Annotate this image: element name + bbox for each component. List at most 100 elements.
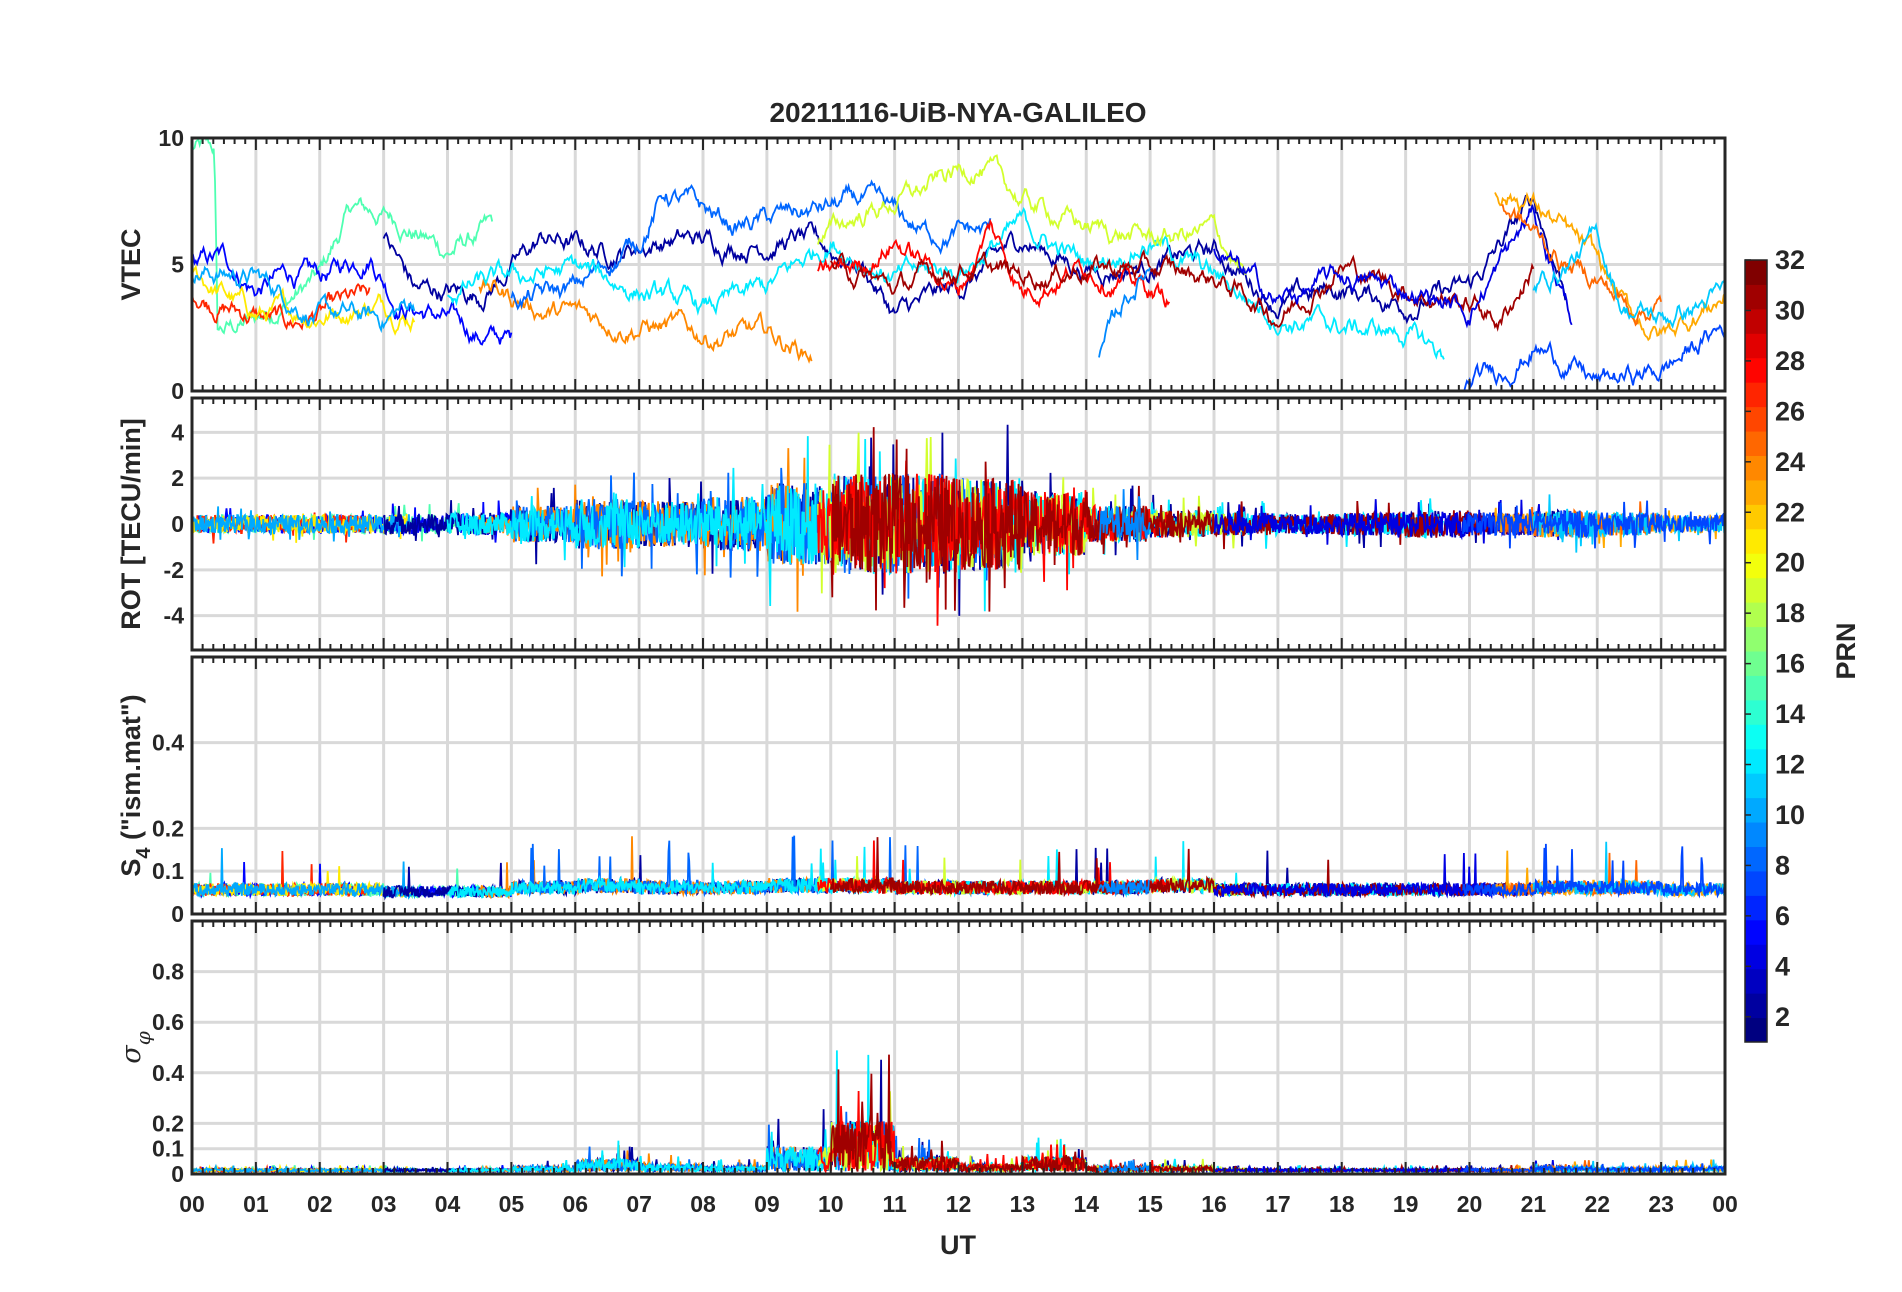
colorbar-segment <box>1745 944 1767 970</box>
colorbar-tick-label: 12 <box>1775 750 1805 780</box>
colorbar-tick-label: 20 <box>1775 548 1805 578</box>
colorbar-segment <box>1745 870 1767 896</box>
colorbar-segment <box>1745 993 1767 1019</box>
x-tick-label: 00 <box>179 1191 205 1217</box>
colorbar-tick-label: 10 <box>1775 800 1805 830</box>
colorbar-label: PRN <box>1831 622 1861 679</box>
y-tick-label: 0.6 <box>152 1009 184 1035</box>
series-line-prn-9 <box>1098 267 1151 358</box>
colorbar-segment <box>1745 479 1767 505</box>
y-tick-label: 0 <box>171 901 184 927</box>
x-tick-label: 21 <box>1521 1191 1547 1217</box>
y-tick-label: -4 <box>164 603 185 629</box>
colorbar-segment <box>1745 577 1767 603</box>
y-tick-label: 0.8 <box>152 959 184 985</box>
colorbar-segment <box>1745 748 1767 774</box>
vtec-series <box>192 138 1725 391</box>
colorbar-segment <box>1745 919 1767 945</box>
colorbar-segment <box>1745 333 1767 359</box>
colorbar-segment <box>1745 773 1767 799</box>
series-line-prn-24 <box>478 277 813 364</box>
x-tick-label: 13 <box>1010 1191 1036 1217</box>
y-tick-label: 0.2 <box>152 1110 184 1136</box>
y-tick-label: 2 <box>171 465 184 491</box>
x-tick-label: 04 <box>435 1191 461 1217</box>
colorbar-tick-label: 22 <box>1775 497 1805 527</box>
colorbar-tick-label: 24 <box>1775 447 1805 477</box>
y-tick-label: 0.4 <box>152 730 184 756</box>
x-tick-label: 14 <box>1073 1191 1099 1217</box>
series-line-prn-31 <box>829 837 1534 900</box>
rot-series <box>192 424 1725 626</box>
series-line-prn-15 <box>192 138 494 335</box>
x-tick-label: 05 <box>499 1191 525 1217</box>
series-line-prn-19 <box>817 154 1247 276</box>
x-tick-label: 15 <box>1137 1191 1163 1217</box>
y-tick-label: 0.1 <box>152 1136 184 1162</box>
x-tick-label: 07 <box>626 1191 652 1217</box>
series-line-prn-10 <box>192 506 416 542</box>
colorbar-segment <box>1745 431 1767 456</box>
series-line-prn-27 <box>192 283 371 331</box>
y-tick-label: 0 <box>171 378 184 404</box>
y-tick-label: 10 <box>158 125 184 151</box>
colorbar-tick-label: 32 <box>1775 245 1805 275</box>
colorbar-tick-label: 18 <box>1775 598 1805 628</box>
colorbar-tick-label: 8 <box>1775 850 1790 880</box>
colorbar-segment <box>1745 675 1767 701</box>
series-line-prn-12 <box>447 206 1445 360</box>
y-axis-label-vtec: VTEC <box>116 228 146 300</box>
y-tick-label: 0 <box>171 511 184 537</box>
series-line-prn-23 <box>1494 191 1725 342</box>
y-tick-label: 0 <box>171 1161 184 1187</box>
colorbar-segment <box>1745 626 1767 652</box>
series-line-prn-10 <box>192 1163 416 1174</box>
y-tick-label: 0.2 <box>152 815 184 841</box>
series-line-prn-7 <box>1462 1163 1725 1174</box>
colorbar-segment <box>1745 846 1767 872</box>
series-line-prn-31 <box>830 248 1535 332</box>
colorbar-segment <box>1745 724 1767 750</box>
y-tick-label: 5 <box>171 252 184 278</box>
series-line-prn-11 <box>1532 222 1725 330</box>
x-tick-label: 11 <box>882 1191 907 1217</box>
colorbar-segment <box>1745 895 1767 921</box>
x-tick-label: 08 <box>690 1191 716 1217</box>
series-line-prn-21 <box>192 264 416 336</box>
series-line-prn-9 <box>1098 489 1151 561</box>
colorbar-segment <box>1745 553 1767 579</box>
x-tick-label: 09 <box>754 1191 780 1217</box>
s4-series <box>192 835 1725 901</box>
colorbar-segment <box>1745 406 1767 432</box>
colorbar-segment <box>1745 699 1767 725</box>
y-tick-label: 4 <box>171 419 184 445</box>
series-line-prn-8 <box>510 179 992 311</box>
series-line-prn-4 <box>1213 204 1573 329</box>
x-tick-label: 01 <box>243 1191 269 1217</box>
colorbar-segment <box>1745 1017 1767 1043</box>
series-line-prn-5 <box>192 241 513 346</box>
panel-rot: -4 -2 0 2 4 ROT [TECU/min] <box>116 396 1727 652</box>
y-axis-label-sigma-phi: σφ <box>116 1031 155 1063</box>
colorbar-tick-label: 16 <box>1775 649 1805 679</box>
colorbar-segment <box>1745 651 1767 676</box>
colorbar-segment <box>1745 260 1767 285</box>
series-line-prn-25 <box>1501 204 1662 327</box>
x-tick-label: 02 <box>307 1191 333 1217</box>
series-line-prn-9 <box>1098 879 1150 898</box>
panel-s4: 0 0.1 0.2 0.4S4 ("ism.mat") <box>116 655 1727 927</box>
x-tick-label: 20 <box>1457 1191 1483 1217</box>
series-line-prn-10 <box>192 265 416 334</box>
x-tick-label: 17 <box>1265 1191 1291 1217</box>
colorbar-tick-label: 2 <box>1775 1002 1790 1032</box>
x-tick-label: 00 <box>1712 1191 1738 1217</box>
series-line-prn-10 <box>192 848 416 900</box>
x-tick-label: 03 <box>371 1191 397 1217</box>
colorbar-segment <box>1745 284 1767 310</box>
colorbar-tick-label: 26 <box>1775 396 1805 426</box>
colorbar-segment <box>1745 504 1767 530</box>
chart-title: 20211116-UiB-NYA-GALILEO <box>769 97 1146 128</box>
colorbar-tick-label: 4 <box>1775 951 1790 981</box>
colorbar-segment <box>1745 822 1767 847</box>
